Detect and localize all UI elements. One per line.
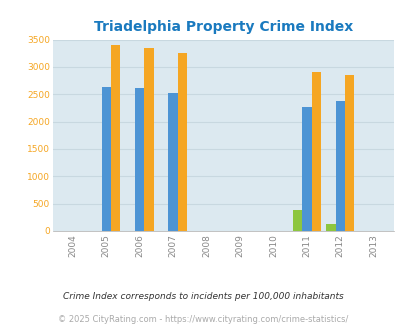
Bar <box>168 93 177 231</box>
Bar <box>326 224 335 231</box>
Bar <box>311 72 320 231</box>
Bar <box>344 75 354 231</box>
Bar <box>301 107 311 231</box>
Title: Triadelphia Property Crime Index: Triadelphia Property Crime Index <box>94 20 352 34</box>
Bar <box>101 87 111 231</box>
Bar <box>111 45 120 231</box>
Bar <box>135 88 144 231</box>
Text: © 2025 CityRating.com - https://www.cityrating.com/crime-statistics/: © 2025 CityRating.com - https://www.city… <box>58 315 347 324</box>
Text: Crime Index corresponds to incidents per 100,000 inhabitants: Crime Index corresponds to incidents per… <box>62 292 343 301</box>
Bar <box>292 211 301 231</box>
Bar <box>144 49 153 231</box>
Bar <box>335 101 344 231</box>
Bar <box>177 53 187 231</box>
